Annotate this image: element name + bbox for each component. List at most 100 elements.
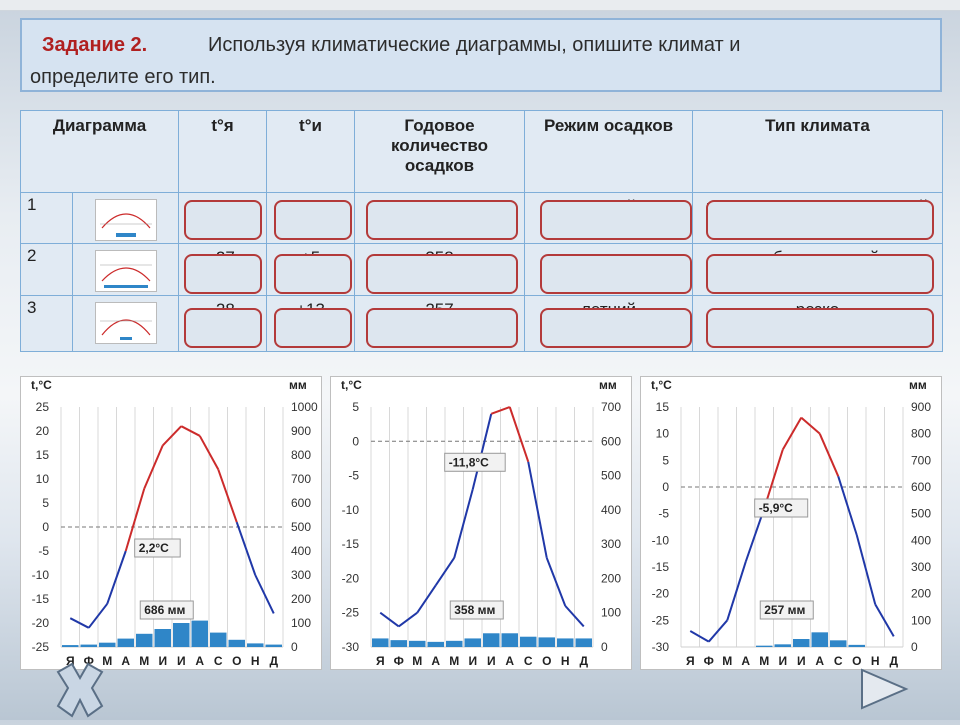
month-label: И [468, 654, 477, 668]
answer-box-row3-tj[interactable] [184, 308, 262, 348]
y2-axis-label: мм [289, 378, 307, 392]
y2-tick-label: 500 [601, 469, 621, 483]
y-tick-label: -15 [32, 592, 50, 606]
answer-box-row1-tj[interactable] [184, 200, 262, 240]
precip-bar [62, 645, 79, 647]
month-label: М [759, 654, 769, 668]
temperature-segment [180, 425, 201, 437]
y-axis-label: t,°C [341, 378, 362, 392]
header-annual-precip: Годовое количество осадков [354, 110, 526, 193]
answer-box-row2-tj[interactable] [184, 254, 262, 294]
temperature-segment [726, 561, 747, 621]
close-x-icon[interactable] [50, 662, 110, 720]
answer-box-row2-type[interactable] [706, 254, 934, 294]
y2-tick-label: 400 [601, 503, 621, 517]
month-label: М [412, 654, 422, 668]
y2-tick-label: 900 [911, 400, 931, 414]
climate-chart-3: t,°C мм 15 10 5 0 -5 -10 -15 -20 -25 -30 900 800 700 60… [640, 376, 942, 670]
answer-box-row3-ti[interactable] [274, 308, 352, 348]
y2-tick-label: 500 [291, 520, 311, 534]
temperature-segment [434, 557, 456, 586]
y2-tick-label: 900 [291, 424, 311, 438]
month-label: И [158, 654, 167, 668]
precip-bar [501, 633, 518, 647]
month-label: Я [686, 654, 695, 668]
temperature-segment [707, 619, 729, 643]
answer-box-row3-precip[interactable] [366, 308, 518, 348]
precip-bar [557, 638, 574, 647]
answer-box-row2-precip[interactable] [366, 254, 518, 294]
y2-tick-label: 700 [291, 472, 311, 486]
temperature-segment [162, 425, 182, 447]
y-tick-label: 10 [36, 472, 50, 486]
temperature-segment [874, 603, 895, 637]
month-label: С [214, 654, 223, 668]
y2-tick-label: 300 [291, 568, 311, 582]
y-tick-label: -10 [32, 568, 50, 582]
header-t-january: t°я [178, 110, 268, 193]
y2-axis-label: мм [599, 378, 617, 392]
precip-bar [228, 639, 245, 647]
y-tick-label: 0 [662, 480, 669, 494]
y2-tick-label: 0 [911, 640, 918, 654]
y2-tick-label: 200 [601, 571, 621, 585]
chart-svg-1: t,°C мм2520151050-5-10-15-20-251000900800… [31, 378, 318, 668]
answer-box-row1-type[interactable] [706, 200, 934, 240]
month-label: О [232, 654, 241, 668]
diagram-thumbnail[interactable] [71, 295, 180, 352]
month-label: И [797, 654, 806, 668]
task-text-line1: Используя климатические диаграммы, опиши… [208, 34, 741, 56]
month-label: Д [889, 654, 898, 668]
month-label: А [505, 654, 514, 668]
y-tick-label: -25 [32, 640, 50, 654]
mean-temp-label: 2,2°С [139, 541, 169, 555]
y-tick-label: -15 [652, 560, 670, 574]
answer-box-row1-regime[interactable] [540, 200, 692, 240]
annual-precip-box [139, 600, 194, 620]
answer-box-row2-ti[interactable] [274, 254, 352, 294]
precip-bar [575, 638, 592, 647]
y2-tick-label: 600 [291, 496, 311, 510]
task-text-line2: определите его тип. [30, 66, 216, 88]
precip-bar [848, 644, 865, 647]
annual-precip-label: 358 мм [454, 603, 495, 617]
temperature-segment [527, 461, 548, 559]
precip-bar [483, 633, 500, 647]
month-label: М [139, 654, 149, 668]
precip-bar [173, 623, 190, 647]
month-label: И [177, 654, 186, 668]
y2-tick-label: 800 [291, 448, 311, 462]
answer-box-row3-regime[interactable] [540, 308, 692, 348]
diagram-thumbnail[interactable] [71, 192, 180, 244]
answer-box-row1-ti[interactable] [274, 200, 352, 240]
play-next-icon[interactable] [856, 666, 912, 712]
month-label: О [852, 654, 861, 668]
thumbnail-image-1 [94, 199, 157, 241]
y-tick-label: -30 [342, 640, 360, 654]
month-label: О [542, 654, 551, 668]
row-number: 1 [20, 192, 73, 244]
temperature-segment [87, 603, 109, 629]
month-label: М [449, 654, 459, 668]
precip-bar [520, 636, 537, 647]
y-tick-label: 20 [36, 424, 50, 438]
mean-temp-label: -11,8°С [449, 455, 489, 469]
y-tick-label: 25 [36, 400, 50, 414]
precip-bar [117, 638, 134, 647]
answer-box-row2-regime[interactable] [540, 254, 692, 294]
temperature-segment [235, 521, 257, 576]
month-label: И [778, 654, 787, 668]
task-panel: Задание 2. Используя климатические диагр… [20, 18, 942, 92]
answer-box-row1-precip[interactable] [366, 200, 518, 240]
annual-precip-box [449, 600, 504, 620]
month-label: А [741, 654, 750, 668]
window-top-frame [0, 0, 960, 11]
y-tick-label: 0 [42, 520, 49, 534]
temperature-segment [781, 417, 803, 451]
diagram-thumbnail[interactable] [71, 243, 180, 296]
temperature-segment [508, 406, 530, 463]
answer-box-row3-type[interactable] [706, 308, 934, 348]
temperature-segment [453, 489, 474, 559]
y2-tick-label: 700 [911, 453, 931, 467]
y-tick-label: -25 [342, 606, 360, 620]
